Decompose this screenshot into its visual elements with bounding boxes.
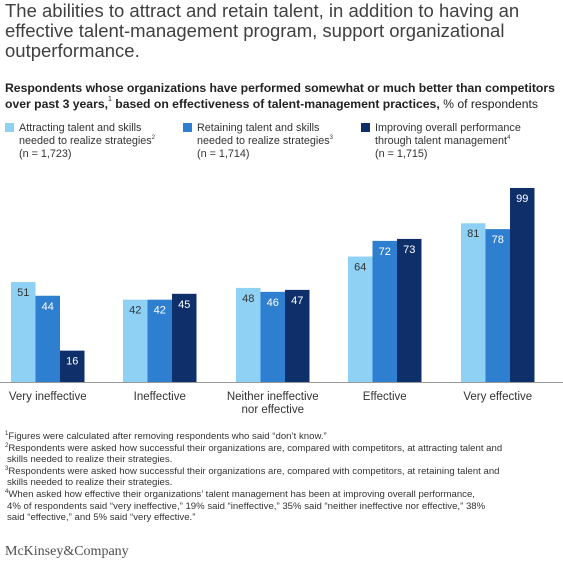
- bar: [172, 293, 197, 382]
- footnote-text: Respondents were asked how successful th…: [8, 465, 500, 477]
- bar-value-label: 64: [354, 262, 366, 274]
- legend-swatch: [5, 123, 14, 132]
- bar: [260, 291, 285, 382]
- x-tick-label: Ineffective: [134, 391, 186, 403]
- footnote-text: When asked how effective their organizat…: [8, 488, 475, 500]
- legend-sample-size: (n = 1,715): [375, 148, 428, 160]
- legend-sample-size: (n = 1,714): [197, 148, 250, 160]
- brand-logo: McKinsey&Company: [5, 544, 129, 559]
- x-tick-label: Very ineffective: [9, 391, 87, 403]
- bar-value-label: 46: [267, 297, 279, 309]
- legend-sample-size: (n = 1,723): [19, 148, 72, 160]
- bar-value-label: 48: [242, 293, 254, 305]
- legend-footnote-ref: 4: [507, 135, 511, 141]
- x-tick-label: nor effective: [242, 404, 304, 416]
- legend-label-line2: needed to realize strategies: [19, 135, 152, 147]
- footnote-4: 4When asked how effective their organiza…: [5, 489, 561, 524]
- bar-value-label: 81: [467, 228, 479, 240]
- bar: [397, 238, 422, 382]
- legend-item-retaining: Retaining talent and skills needed to re…: [183, 122, 333, 161]
- footnote-1: 1Figures were calculated after removing …: [5, 431, 561, 443]
- bar: [285, 289, 310, 382]
- subtitle-footnote-ref: 1: [107, 96, 112, 103]
- subtitle-bold: Respondents whose organizations have per…: [5, 81, 555, 111]
- legend-label-line2: through talent management: [375, 135, 508, 147]
- footnote-marker: 4: [5, 488, 9, 495]
- bar-value-label: 47: [291, 295, 303, 307]
- bar: [11, 282, 36, 382]
- footnote-text: Figures were calculated after removing r…: [8, 431, 327, 442]
- x-tick-label: Effective: [363, 391, 407, 403]
- bar-value-label: 42: [154, 305, 166, 317]
- footnote-marker: 1: [5, 431, 9, 437]
- footnote-text: skills needed to realize their strategie…: [7, 477, 173, 489]
- x-tick-label: Very effective: [463, 391, 532, 403]
- legend-swatch: [361, 123, 370, 132]
- bar-value-label: 44: [42, 301, 54, 313]
- legend-footnote-ref: 3: [329, 135, 333, 141]
- legend-label-line1: Attracting talent and skills: [19, 122, 142, 134]
- footnote-text: said “effective,” and 5% said “very effe…: [7, 512, 196, 524]
- legend-footnote-ref: 2: [151, 135, 155, 141]
- bar-value-label: 73: [403, 244, 415, 256]
- legend-label-line1: Retaining talent and skills: [197, 122, 320, 134]
- bar: [485, 229, 510, 382]
- bar-value-label: 51: [17, 287, 29, 299]
- legend-item-attracting: Attracting talent and skills needed to r…: [5, 122, 155, 161]
- bar: [60, 350, 85, 382]
- bar-chart: 51 44 16 Very ineffective 42 42 45 Ineffective 4…: [0, 187, 563, 416]
- footnote-marker: 3: [5, 465, 9, 472]
- bar: [236, 287, 261, 382]
- legend-swatch: [183, 123, 192, 132]
- x-tick-label: Neither ineffective: [227, 391, 319, 403]
- bar: [147, 299, 172, 382]
- footnote-text: Respondents were asked how successful th…: [8, 442, 503, 454]
- footnote-text: 4% of respondents said “very ineffective…: [7, 500, 486, 512]
- bar: [461, 223, 486, 382]
- bar-value-label: 16: [66, 356, 78, 368]
- bar-value-label: 72: [379, 246, 391, 258]
- bar-value-label: 42: [129, 305, 141, 317]
- bar-value-label: 99: [516, 193, 528, 205]
- bar: [372, 240, 397, 382]
- bar: [123, 299, 148, 382]
- chart-subtitle: Respondents whose organizations have per…: [5, 80, 561, 112]
- legend-label-line1: Improving overall performance: [375, 122, 521, 134]
- subtitle-bold-2: based on effectiveness of talent-managem…: [111, 97, 440, 111]
- bar: [35, 295, 60, 382]
- legend-label-line2: needed to realize strategies: [197, 135, 330, 147]
- bar-value-label: 78: [492, 234, 504, 246]
- chart-headline: The abilities to attract and retain tale…: [5, 0, 520, 61]
- footnote-3: 3Respondents were asked how successful t…: [5, 466, 561, 489]
- subtitle-unit: % of respondents: [439, 97, 538, 111]
- bar-value-label: 45: [178, 299, 190, 311]
- legend-item-performance: Improving overall performance through ta…: [361, 122, 521, 161]
- bar: [348, 256, 373, 382]
- footnotes: 1Figures were calculated after removing …: [5, 431, 561, 524]
- bar: [510, 187, 535, 382]
- footnote-2: 2Respondents were asked how successful t…: [5, 443, 561, 466]
- footnote-text: skills needed to realize their strategie…: [7, 454, 173, 466]
- footnote-marker: 2: [5, 442, 9, 449]
